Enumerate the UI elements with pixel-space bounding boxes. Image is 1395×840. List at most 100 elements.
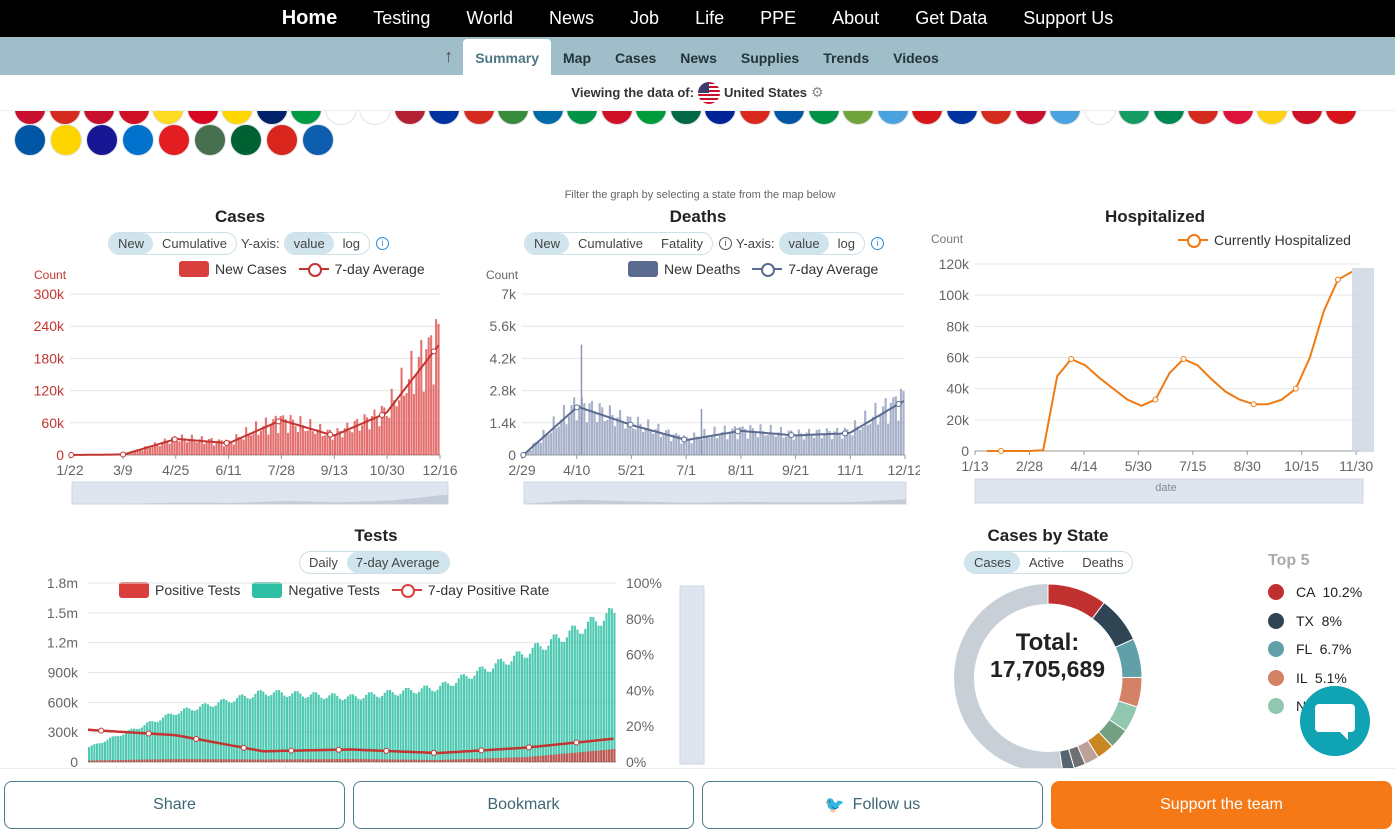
hosp-legend-line[interactable]: Currently Hospitalized	[1214, 232, 1351, 248]
country-flag-icon[interactable]	[324, 111, 357, 125]
toggle-deaths[interactable]: Deaths	[1082, 555, 1124, 570]
country-flag-icon[interactable]	[48, 111, 81, 125]
country-flag-icon[interactable]	[14, 124, 46, 156]
toggle-value[interactable]: value	[779, 233, 829, 254]
tests-legend-rate-icon[interactable]	[391, 583, 422, 598]
nav-item-support-us[interactable]: Support Us	[1023, 8, 1114, 28]
cases-legend-bar[interactable]: New Cases	[215, 261, 287, 277]
toggle-value[interactable]: value	[284, 233, 334, 254]
nav-item-get-data[interactable]: Get Data	[915, 8, 988, 28]
follow-button[interactable]: 🐦 Follow us	[702, 781, 1043, 829]
deaths-legend-line-icon[interactable]	[752, 262, 783, 277]
cases-legend-line-icon[interactable]	[298, 262, 329, 277]
country-flag-icon[interactable]	[1152, 111, 1185, 125]
chat-button[interactable]	[1300, 686, 1370, 756]
tests-legend-pos[interactable]: Positive Tests	[155, 582, 241, 598]
country-flag-icon[interactable]	[221, 111, 253, 125]
country-flag-icon[interactable]	[704, 111, 736, 125]
country-flag-icon[interactable]	[462, 111, 495, 125]
hosp-legend-line-icon[interactable]	[1178, 233, 1208, 248]
country-flag-icon[interactable]	[635, 111, 667, 125]
toggle-fatality[interactable]: Fatality	[661, 236, 703, 251]
top5-item[interactable]: CA 10.2%	[1268, 578, 1362, 607]
tab-videos[interactable]: Videos	[893, 50, 939, 66]
country-flag-icon[interactable]	[1083, 111, 1116, 125]
nav-item-ppe[interactable]: PPE	[760, 8, 797, 28]
country-flag-icon[interactable]	[393, 111, 426, 125]
cases-legend-line[interactable]: 7-day Average	[334, 261, 425, 277]
tab-trends[interactable]: Trends	[823, 50, 870, 66]
toggle-active[interactable]: Active	[1028, 555, 1065, 570]
support-button[interactable]: Support the team	[1051, 781, 1392, 829]
nav-item-world[interactable]: World	[466, 8, 514, 28]
country-flag-icon[interactable]	[158, 124, 190, 156]
country-flag-icon[interactable]	[122, 124, 154, 156]
info-icon[interactable]: i	[376, 237, 390, 250]
tab-cases[interactable]: Cases	[615, 50, 657, 66]
country-flag-icon[interactable]	[1187, 111, 1219, 125]
deaths-legend-swatch[interactable]	[628, 261, 658, 277]
country-flag-icon[interactable]	[842, 111, 874, 125]
toggle-7-day-average[interactable]: 7-day Average	[346, 552, 449, 573]
country-flag-icon[interactable]	[230, 124, 262, 156]
country-flag-icon[interactable]	[83, 111, 115, 125]
tests-chart[interactable]: 1.8m 1.5m 1.2m 900k 600k 300k 0 100% 80% 60% 40% 20…	[0, 570, 720, 770]
tests-legend-neg[interactable]: Negative Tests	[288, 582, 380, 598]
top5-item[interactable]: TX 8%	[1268, 607, 1362, 636]
toggle-log[interactable]: log	[342, 236, 361, 251]
tab-news[interactable]: News	[680, 50, 717, 66]
country-flag-icon[interactable]	[14, 111, 46, 125]
toggle-cumulative[interactable]: Cumulative	[578, 236, 644, 251]
tab-map[interactable]: Map	[563, 50, 592, 66]
country-flag-icon[interactable]	[1049, 111, 1081, 125]
tab-summary[interactable]: Summary	[463, 39, 552, 75]
deaths-legend-line[interactable]: 7-day Average	[788, 261, 879, 277]
toggle-cases[interactable]: Cases	[965, 552, 1020, 573]
top5-item[interactable]: FL 6.7%	[1268, 635, 1362, 664]
country-flag-icon[interactable]	[255, 111, 288, 125]
nav-item-news[interactable]: News	[549, 8, 595, 28]
tests-legend-neg-swatch[interactable]	[252, 582, 283, 598]
country-flag-icon[interactable]	[1290, 111, 1323, 125]
nav-item-testing[interactable]: Testing	[373, 8, 431, 28]
arrow-up-icon[interactable]: ↑	[444, 46, 454, 66]
country-flag-icon[interactable]	[194, 124, 226, 156]
tests-legend-rate[interactable]: 7-day Positive Rate	[427, 582, 550, 598]
toggle-log[interactable]: log	[837, 236, 855, 251]
state-donut-chart[interactable]	[945, 580, 1155, 770]
country-flag-icon[interactable]	[738, 111, 771, 125]
toggle-new[interactable]: New	[525, 233, 570, 254]
country-flag-icon[interactable]	[152, 111, 184, 125]
country-flag-icon[interactable]	[911, 111, 943, 125]
country-flag-icon[interactable]	[566, 111, 598, 125]
country-flag-icon[interactable]	[117, 111, 150, 125]
hosp-chart[interactable]: Count 120k 100k 80k 60k 40k 20k 01/13 2/28 4/14 5/…	[920, 230, 1390, 505]
country-flag-icon[interactable]	[773, 111, 805, 125]
bookmark-button[interactable]: Bookmark	[353, 781, 694, 829]
toggle-cumulative[interactable]: Cumulative	[162, 236, 228, 251]
tab-supplies[interactable]: Supplies	[740, 50, 800, 66]
country-flag-icon[interactable]	[945, 111, 978, 125]
nav-item-life[interactable]: Life	[695, 8, 725, 28]
cases-legend-swatch[interactable]	[179, 261, 209, 277]
country-flag-icon[interactable]	[876, 111, 909, 125]
country-flag-icon[interactable]	[1256, 111, 1288, 125]
info-icon[interactable]: i	[718, 237, 732, 250]
country-flag-icon[interactable]	[186, 111, 219, 125]
toggle-daily[interactable]: Daily	[309, 555, 338, 570]
nav-item-job[interactable]: Job	[630, 8, 660, 28]
country-flag-icon[interactable]	[266, 124, 298, 156]
deaths-chart[interactable]: Count 7k 5.6k 4.2k 2.8k 1.4k 02/29 4/10 5/21 7/1 8…	[470, 265, 920, 505]
country-flag-icon[interactable]	[1325, 111, 1357, 125]
country-flag-icon[interactable]	[359, 111, 391, 125]
country-flag-icon[interactable]	[302, 124, 334, 156]
country-flag-icon[interactable]	[980, 111, 1012, 125]
share-button[interactable]: Share	[4, 781, 345, 829]
country-flag-icon[interactable]	[290, 111, 322, 125]
country-flag-icon[interactable]	[50, 124, 82, 156]
country-flag-icon[interactable]	[1118, 111, 1150, 125]
cases-chart[interactable]: Count 300k 240k 180k 120k 60k 01/22 3/9 4/25 6/11…	[0, 265, 470, 505]
country-flag-icon[interactable]	[1221, 111, 1254, 125]
country-flag-icon[interactable]	[531, 111, 564, 125]
country-flag-icon[interactable]	[497, 111, 529, 125]
